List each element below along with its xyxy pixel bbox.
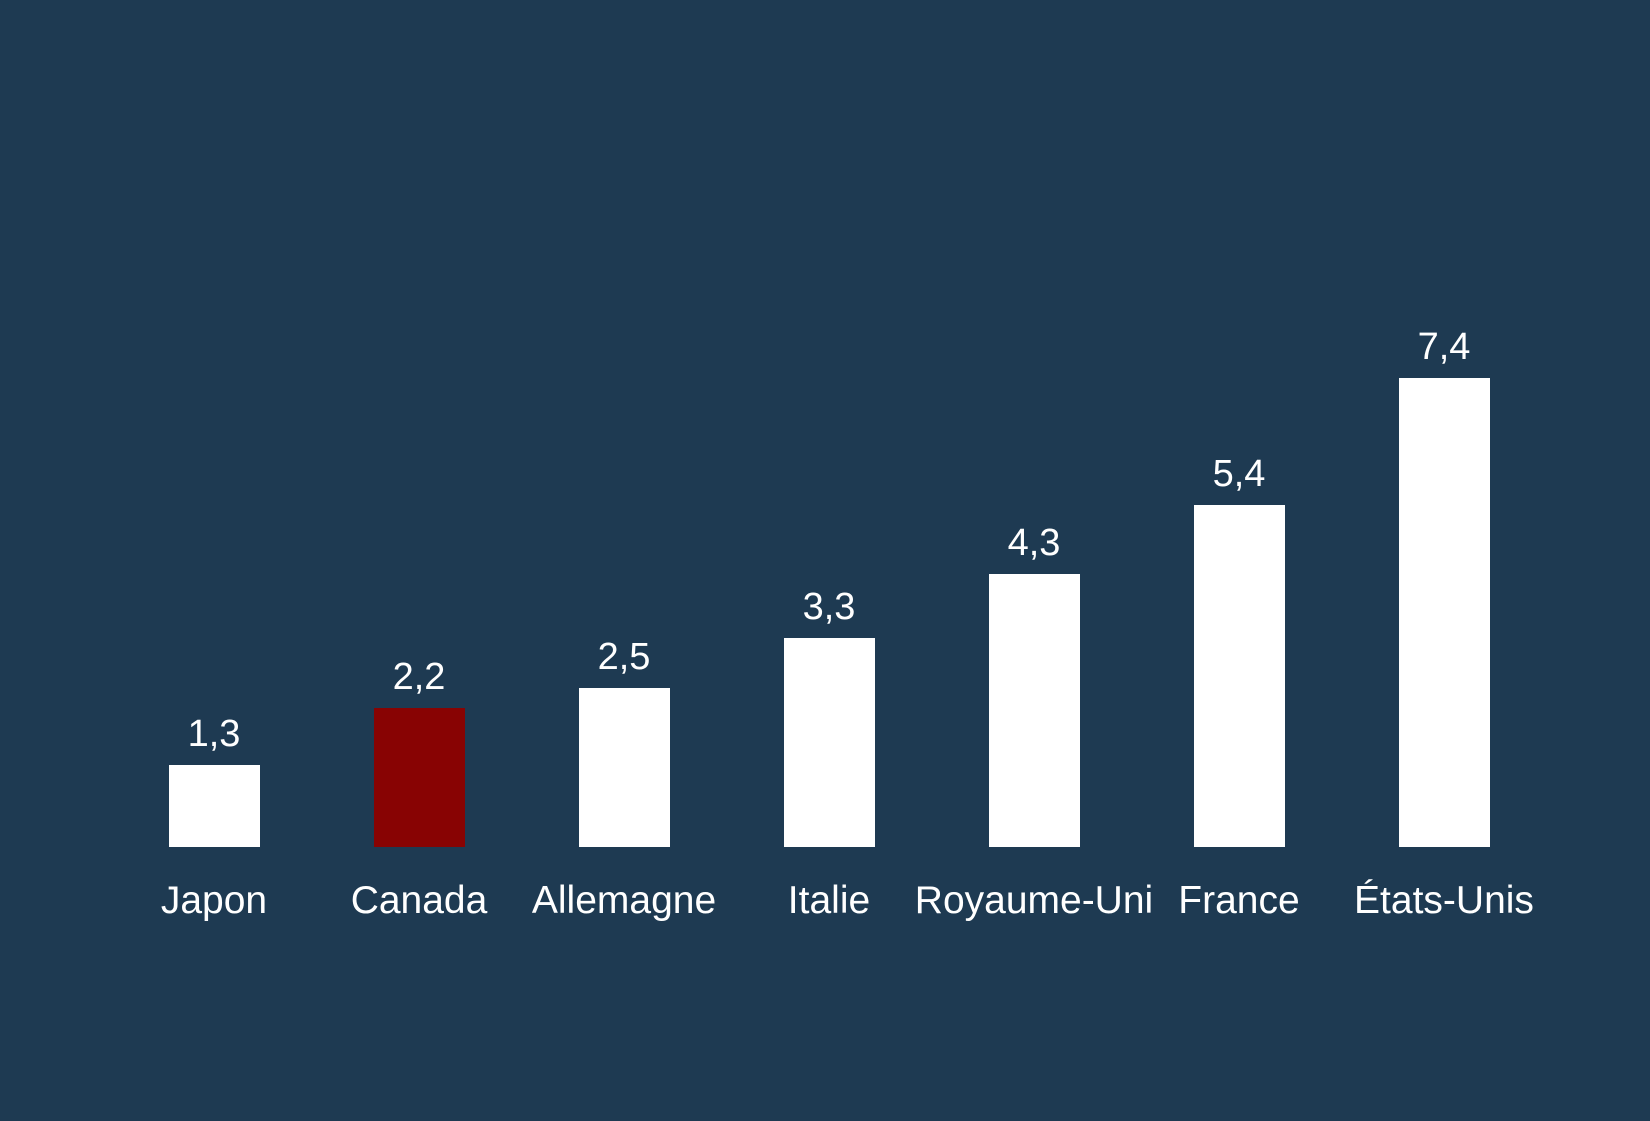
bar-allemagne: [578, 688, 670, 847]
category-label-etats-unis: États-Unis: [1354, 879, 1534, 922]
value-label-japon: 1,3: [187, 713, 241, 755]
bar-france: [1193, 505, 1285, 847]
bar-japon: [168, 765, 260, 847]
bar-italie: [783, 638, 875, 847]
bar-etats-unis: [1398, 378, 1490, 847]
value-label-allemagne: 2,5: [597, 636, 651, 678]
category-label-allemagne: Allemagne: [531, 879, 717, 922]
bar-canada: [373, 708, 465, 847]
category-label-france: France: [1178, 879, 1300, 922]
category-label-royaume-uni: Royaume-Uni: [914, 879, 1154, 922]
value-label-canada: 2,2: [392, 656, 446, 698]
value-label-royaume-uni: 4,3: [1007, 522, 1061, 564]
value-label-etats-unis: 7,4: [1417, 326, 1471, 368]
value-label-italie: 3,3: [802, 586, 856, 628]
category-label-canada: Canada: [350, 879, 488, 922]
value-label-france: 5,4: [1212, 453, 1266, 495]
category-label-italie: Italie: [787, 879, 871, 922]
bar-royaume-uni: [988, 574, 1080, 847]
category-label-japon: Japon: [160, 879, 268, 922]
